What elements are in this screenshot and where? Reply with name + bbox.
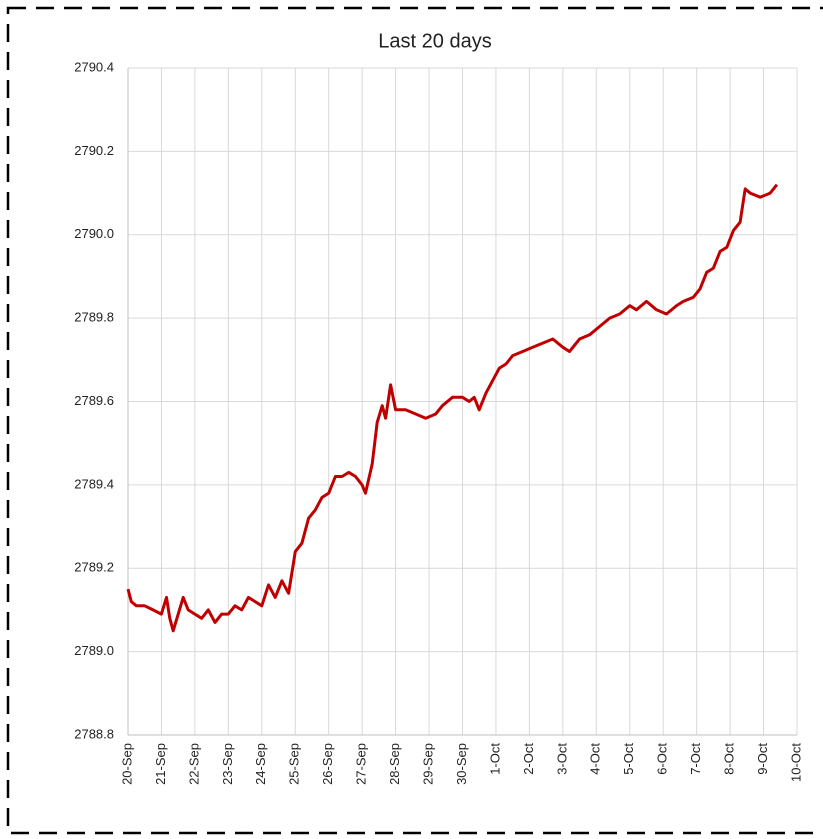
x-tick-label: 25-Sep <box>287 743 302 785</box>
x-tick-label: 29-Sep <box>420 743 435 785</box>
x-tick-label: 5-Oct <box>621 743 636 775</box>
x-tick-label: 27-Sep <box>354 743 369 785</box>
y-tick-label: 2789.2 <box>74 560 114 575</box>
x-tick-label: 21-Sep <box>153 743 168 785</box>
border <box>6 6 823 835</box>
x-tick-label: 4-Oct <box>588 743 603 775</box>
y-tick-label: 2790.4 <box>74 59 114 74</box>
y-tick-label: 2790.2 <box>74 143 114 158</box>
x-tick-label: 26-Sep <box>320 743 335 785</box>
y-tick-label: 2789.8 <box>74 310 114 325</box>
x-tick-label: 7-Oct <box>688 743 703 775</box>
x-tick-label: 3-Oct <box>554 743 569 775</box>
x-tick-label: 10-Oct <box>788 743 803 782</box>
x-tick-label: 2-Oct <box>521 743 536 775</box>
x-tick-label: 28-Sep <box>387 743 402 785</box>
y-tick-label: 2789.4 <box>74 476 114 491</box>
x-tick-label: 22-Sep <box>186 743 201 785</box>
line-series <box>126 183 779 633</box>
y-tick-label: 2789.6 <box>74 393 114 408</box>
y-tick-label: 2788.8 <box>74 726 114 741</box>
x-tick-label: 6-Oct <box>655 743 670 775</box>
x-tick-label: 20-Sep <box>119 743 134 785</box>
chart-title: Last 20 days <box>378 30 491 52</box>
x-tick-label: 8-Oct <box>722 743 737 775</box>
y-tick-label: 2790.0 <box>74 226 114 241</box>
x-tick-label: 30-Sep <box>454 743 469 785</box>
x-tick-label: 1-Oct <box>487 743 502 775</box>
x-tick-label: 24-Sep <box>253 743 268 785</box>
x-tick-label: 23-Sep <box>220 743 235 785</box>
x-tick-label: 9-Oct <box>755 743 770 775</box>
y-tick-label: 2789.0 <box>74 643 114 658</box>
